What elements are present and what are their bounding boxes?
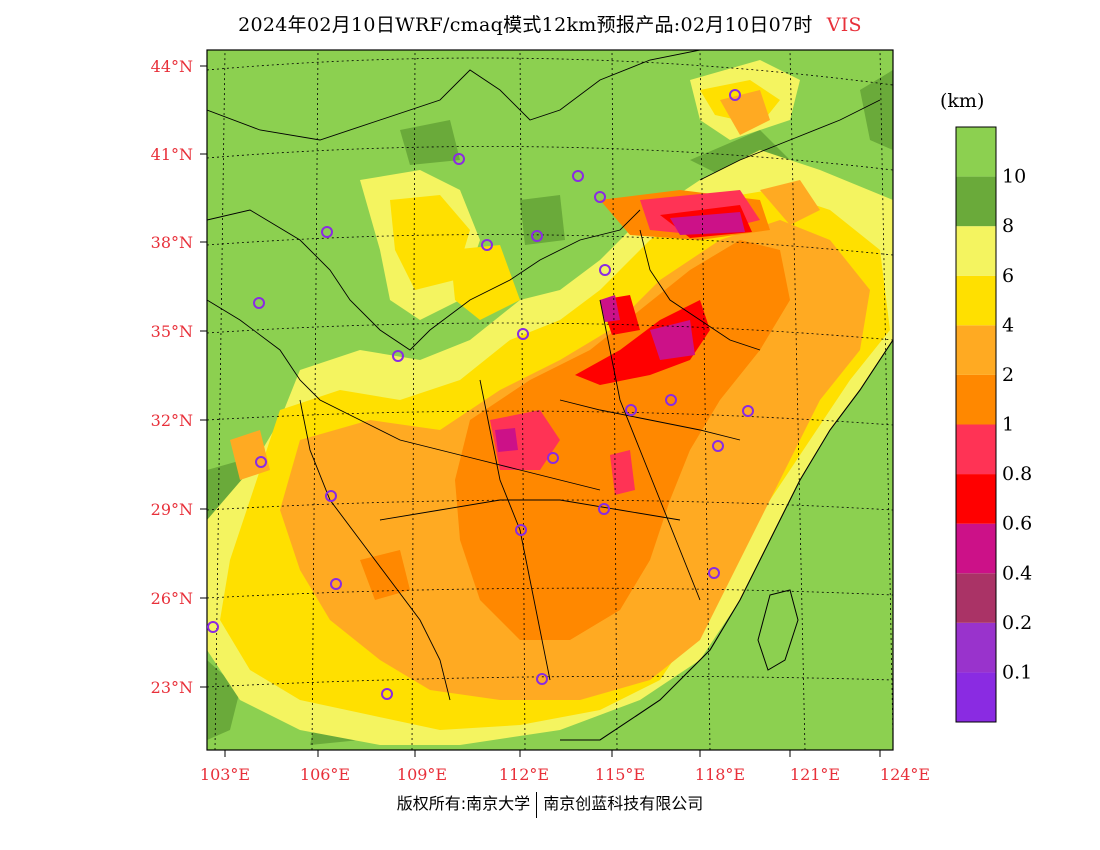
lat-labels: 44°N 41°N 38°N 35°N 32°N 29°N 26°N 23°N	[151, 57, 193, 697]
station-marker	[321, 226, 333, 238]
colorbar-label: 0.4	[1002, 562, 1032, 584]
lon-labels: 103°E 106°E 109°E 112°E 115°E 118°E 121°…	[200, 765, 930, 784]
lat-label: 26°N	[151, 589, 193, 608]
title-main: 2024年02月10日WRF/cmaq模式12km预报产品:02月10日07时	[238, 14, 813, 36]
map-frame	[206, 49, 894, 751]
graticule	[207, 50, 893, 750]
lat-label: 32°N	[151, 411, 193, 430]
colorbar-swatch	[956, 176, 996, 227]
lat-label: 23°N	[151, 678, 193, 697]
map-title: 2024年02月10日WRF/cmaq模式12km预报产品:02月10日07时 V…	[0, 10, 1100, 37]
station-marker	[625, 404, 637, 416]
lon-label: 112°E	[499, 765, 549, 784]
colorbar-swatch	[956, 226, 996, 276]
station-marker	[531, 230, 543, 242]
colorbar-swatch	[956, 424, 996, 475]
axis-ticks	[200, 65, 881, 757]
station-marker	[517, 328, 529, 340]
footer-company: 南京创蓝科技有限公司	[543, 794, 704, 813]
station-marker	[547, 452, 559, 464]
lat-label: 38°N	[151, 233, 193, 252]
station-marker	[536, 673, 548, 685]
station-marker	[712, 440, 724, 452]
colorbar-swatch	[956, 672, 996, 722]
colorbar-label: 4	[1002, 314, 1014, 336]
colorbar-swatch	[956, 523, 996, 574]
colorbar-swatch	[956, 275, 996, 326]
station-marker	[599, 264, 611, 276]
colorbar-label: 0.8	[1002, 463, 1032, 485]
station-marker	[572, 170, 584, 182]
colorbar-label: 6	[1002, 265, 1014, 287]
lon-label: 106°E	[300, 765, 350, 784]
footer-copyright: 版权所有:南京大学	[396, 794, 531, 813]
station-marker	[453, 153, 465, 165]
coastline	[560, 339, 893, 741]
colorbar-frame	[955, 126, 997, 723]
station-marker	[481, 239, 493, 251]
lat-label: 35°N	[151, 322, 193, 341]
colorbar-label: 1	[1002, 414, 1014, 436]
lon-label: 121°E	[790, 765, 840, 784]
station-marker	[325, 490, 337, 502]
colorbar-swatch	[956, 325, 996, 375]
station-markers	[207, 89, 754, 700]
colorbar-label: 0.6	[1002, 513, 1032, 535]
colorbar-label: 2	[1002, 364, 1014, 386]
colorbar-swatch	[956, 374, 996, 425]
footer-separator	[536, 791, 538, 818]
lon-label: 103°E	[200, 765, 250, 784]
lon-label: 115°E	[595, 765, 645, 784]
station-marker	[330, 578, 342, 590]
station-marker	[708, 567, 720, 579]
map-field	[207, 50, 893, 750]
station-marker	[381, 688, 393, 700]
lon-label: 124°E	[880, 765, 930, 784]
station-marker	[598, 503, 610, 515]
station-marker	[207, 621, 219, 633]
lon-label: 118°E	[695, 765, 745, 784]
title-variable: VIS	[826, 14, 862, 36]
station-marker	[392, 350, 404, 362]
colorbar-label: 8	[1002, 215, 1014, 237]
colorbar-swatch	[956, 573, 996, 623]
station-marker	[255, 456, 267, 468]
colorbar-unit: (km)	[940, 90, 985, 112]
colorbar-swatch	[956, 474, 996, 524]
lat-label: 41°N	[151, 145, 193, 164]
lat-label: 29°N	[151, 500, 193, 519]
colorbar-label: 0.1	[1002, 661, 1032, 683]
footer: 版权所有:南京大学 南京创蓝科技有限公司	[0, 790, 1100, 818]
colorbar-swatch	[956, 622, 996, 673]
station-marker	[742, 405, 754, 417]
lon-label: 109°E	[397, 765, 447, 784]
lat-label: 44°N	[151, 57, 193, 76]
station-marker	[594, 191, 606, 203]
colorbar-swatch	[956, 127, 996, 177]
boundaries	[207, 50, 881, 701]
station-marker	[729, 89, 741, 101]
colorbar-label: 10	[1002, 166, 1026, 188]
colorbar: 0.1 0.2 0.4 0.6 0.8 1 2 4 6 8 10	[955, 126, 1032, 723]
station-marker	[253, 297, 265, 309]
station-marker	[665, 394, 677, 406]
colorbar-label: 0.2	[1002, 612, 1032, 634]
station-marker	[515, 524, 527, 536]
